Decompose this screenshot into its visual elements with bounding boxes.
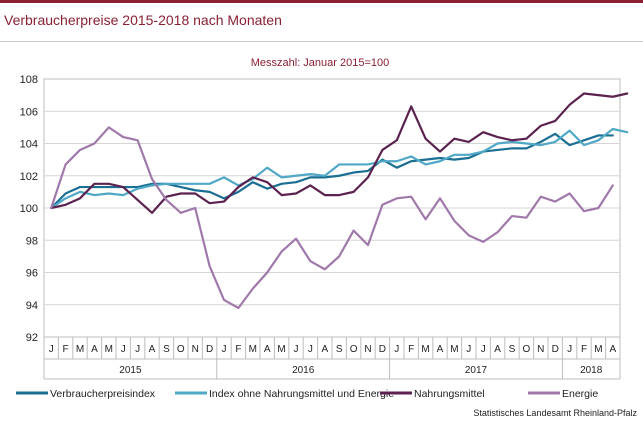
- x-tick-label: A: [494, 344, 501, 355]
- x-tick-label: F: [235, 344, 241, 355]
- series-line-3: [50, 92, 629, 214]
- year-label: 2016: [292, 365, 315, 376]
- y-tick-label: 102: [20, 171, 38, 183]
- legend-label: Index ohne Nahrungsmittel und Energie: [209, 388, 394, 400]
- x-tick-label: D: [206, 344, 213, 355]
- x-tick-label: J: [294, 344, 299, 355]
- series-line-1: [50, 132, 614, 210]
- x-tick-label: J: [121, 344, 126, 355]
- y-tick-label: 92: [26, 332, 38, 344]
- x-tick-label: N: [192, 344, 199, 355]
- y-tick-label: 98: [26, 235, 38, 247]
- y-tick-label: 104: [20, 139, 38, 151]
- legend-label: Verbraucherpreisindex: [50, 388, 156, 400]
- x-tick-label: M: [105, 344, 113, 355]
- legend-label: Energie: [562, 388, 598, 400]
- x-tick-label: A: [149, 344, 156, 355]
- y-tick-label: 96: [26, 268, 38, 280]
- y-tick-label: 94: [26, 300, 38, 312]
- series-line-2: [50, 127, 629, 210]
- x-tick-label: M: [450, 344, 458, 355]
- x-tick-label: A: [321, 344, 328, 355]
- legend-label: Nahrungsmittel: [414, 388, 485, 400]
- x-tick-label: J: [135, 344, 140, 355]
- y-tick-label: 108: [20, 74, 38, 86]
- x-tick-label: J: [222, 344, 227, 355]
- x-tick-label: D: [379, 344, 386, 355]
- x-tick-label: M: [594, 344, 602, 355]
- x-tick-label: A: [437, 344, 444, 355]
- chart-subtitle: Messzahl: Januar 2015=100: [251, 57, 390, 69]
- x-tick-label: O: [523, 344, 531, 355]
- x-tick-label: F: [408, 344, 414, 355]
- x-tick-label: M: [277, 344, 285, 355]
- year-label: 2018: [580, 365, 603, 376]
- page-title: Verbraucherpreise 2015-2018 nach Monaten: [4, 12, 282, 28]
- source-note: Statistisches Landesamt Rheinland-Pfalz: [473, 408, 637, 418]
- x-tick-label: A: [91, 344, 98, 355]
- series-line-4: [50, 126, 614, 310]
- x-tick-label: J: [466, 344, 471, 355]
- x-tick-label: M: [249, 344, 257, 355]
- x-tick-label: O: [350, 344, 358, 355]
- x-tick-label: S: [336, 344, 343, 355]
- y-tick-label: 100: [20, 203, 38, 215]
- top-accent-bar: [0, 0, 643, 3]
- x-tick-label: S: [509, 344, 516, 355]
- x-tick-label: N: [537, 344, 544, 355]
- x-tick-label: J: [308, 344, 313, 355]
- x-tick-label: O: [177, 344, 185, 355]
- x-tick-label: D: [552, 344, 559, 355]
- x-tick-label: N: [364, 344, 371, 355]
- x-tick-label: F: [581, 344, 587, 355]
- year-label: 2017: [465, 365, 488, 376]
- x-tick-label: J: [481, 344, 486, 355]
- x-tick-label: S: [163, 344, 170, 355]
- year-label: 2015: [119, 365, 142, 376]
- x-tick-label: M: [76, 344, 84, 355]
- x-tick-label: J: [394, 344, 399, 355]
- y-tick-label: 106: [20, 106, 38, 118]
- x-tick-label: J: [567, 344, 572, 355]
- x-tick-label: A: [264, 344, 271, 355]
- x-tick-label: J: [49, 344, 54, 355]
- x-tick-label: M: [421, 344, 429, 355]
- x-tick-label: A: [609, 344, 616, 355]
- title-divider: [0, 41, 643, 42]
- x-tick-label: F: [63, 344, 69, 355]
